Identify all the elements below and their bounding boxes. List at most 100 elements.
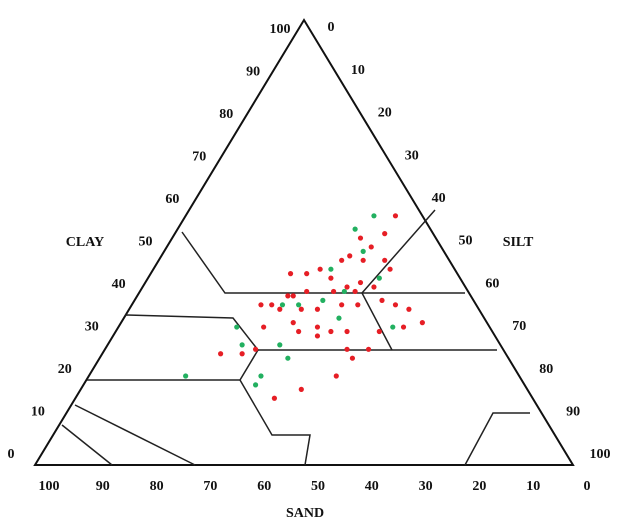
sand-axis-label: SAND — [286, 506, 324, 521]
point — [314, 306, 321, 312]
clay-tick-label: 90 — [246, 65, 260, 80]
point — [269, 302, 275, 308]
point — [252, 382, 259, 388]
point — [258, 302, 264, 308]
point — [360, 257, 366, 263]
point — [376, 275, 382, 281]
point — [382, 231, 388, 237]
point — [360, 248, 366, 254]
point — [296, 302, 302, 308]
point — [344, 284, 350, 290]
point — [344, 346, 350, 352]
triangle-frame — [33, 18, 575, 466]
point — [352, 288, 358, 295]
silt-tick-label: 0 — [328, 20, 335, 35]
clay-tick-label: 60 — [165, 192, 179, 207]
point — [382, 257, 388, 263]
point — [296, 328, 302, 335]
point — [339, 257, 345, 263]
texture-boundaries — [61, 209, 530, 466]
point — [341, 288, 347, 295]
point — [304, 271, 310, 277]
clay-tick-label: 50 — [139, 235, 153, 250]
point — [277, 306, 283, 312]
sand-tick-label: 0 — [584, 479, 591, 494]
point — [239, 342, 245, 348]
point — [277, 342, 283, 348]
boundary — [464, 412, 530, 466]
point — [339, 302, 345, 308]
point — [365, 346, 372, 352]
point — [357, 279, 364, 286]
point — [314, 333, 321, 339]
point — [239, 351, 245, 357]
clay-tick-label: 70 — [192, 150, 206, 165]
point — [183, 373, 189, 379]
sand-tick-label: 30 — [419, 479, 433, 494]
point — [392, 213, 399, 219]
point — [355, 302, 361, 308]
point — [347, 253, 353, 259]
point — [252, 346, 259, 352]
sand-tick-label: 10 — [526, 479, 540, 494]
silt-axis-label: SILT — [503, 235, 534, 250]
clay-tick-label: 40 — [112, 277, 126, 292]
clay-tick-label: 10 — [31, 405, 45, 420]
silt-tick-label: 70 — [512, 319, 526, 334]
point — [285, 355, 291, 361]
point — [271, 395, 278, 401]
point — [330, 288, 337, 295]
point — [379, 297, 385, 303]
point — [349, 355, 356, 361]
point — [333, 373, 339, 379]
point — [406, 306, 412, 312]
point — [298, 386, 304, 392]
point — [371, 213, 377, 219]
silt-tick-label: 90 — [566, 405, 580, 420]
silt-tick-label: 100 — [590, 447, 611, 462]
boundary — [74, 404, 196, 466]
sand-tick-label: 60 — [257, 479, 271, 494]
point — [298, 306, 304, 312]
point — [285, 293, 291, 299]
boundary — [239, 379, 311, 466]
point — [376, 328, 382, 335]
point — [290, 320, 296, 326]
boundary — [181, 231, 465, 294]
clay-tick-label: 100 — [270, 22, 291, 37]
sand-tick-label: 90 — [96, 479, 110, 494]
point — [218, 351, 224, 357]
silt-tick-label: 60 — [485, 276, 499, 291]
point — [234, 324, 240, 330]
boundary — [361, 209, 436, 351]
boundary — [87, 349, 259, 381]
point — [258, 373, 264, 379]
clay-tick-label: 80 — [219, 107, 233, 122]
boundary — [61, 424, 113, 466]
point — [400, 324, 407, 330]
sand-tick-label: 80 — [150, 479, 164, 494]
sand-tick-label: 100 — [39, 479, 60, 494]
point — [387, 266, 393, 272]
sand-tick-label: 40 — [365, 479, 379, 494]
point — [390, 324, 396, 330]
boundary — [124, 314, 497, 351]
clay-tick-label: 0 — [8, 447, 15, 462]
sand-tick-label: 70 — [203, 479, 217, 494]
silt-tick-label: 20 — [378, 106, 392, 121]
point — [328, 328, 334, 335]
point — [352, 226, 358, 232]
clay-tick-label: 30 — [85, 320, 99, 335]
point — [368, 244, 374, 250]
point — [320, 297, 326, 303]
point — [392, 302, 399, 308]
point — [304, 288, 310, 295]
point — [328, 275, 334, 281]
silt-tick-label: 30 — [405, 148, 419, 163]
point — [371, 284, 377, 290]
point — [317, 266, 323, 272]
point — [314, 324, 321, 330]
sand-tick-label: 50 — [311, 479, 325, 494]
point — [290, 293, 296, 299]
